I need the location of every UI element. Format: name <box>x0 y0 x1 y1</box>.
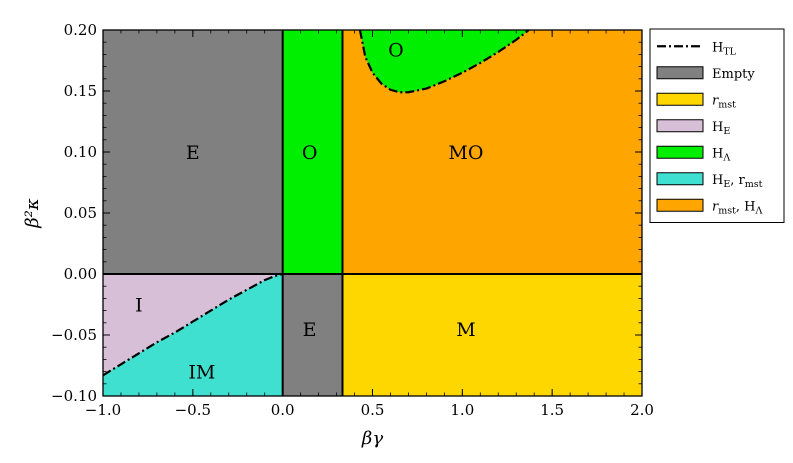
legend-swatch-r_mst_H_Lambda <box>656 198 704 212</box>
x-tick-label: 2.0 <box>630 401 654 419</box>
region-label-curve-upper: O <box>388 40 404 62</box>
y-tick-label: 0.10 <box>64 143 97 161</box>
region-empty-3 <box>282 274 343 396</box>
legend-swatch-H_E <box>656 119 704 133</box>
legend-label-H_E: HE <box>712 120 730 137</box>
region-H_Lambda-upper <box>359 30 529 93</box>
y-tick-label: 0.20 <box>64 21 97 39</box>
x-tick-label: −0.5 <box>175 401 211 419</box>
legend-label-empty: Empty <box>712 67 755 82</box>
legend-label-H_TL: HTL <box>712 40 737 57</box>
x-tick-label: 1.0 <box>450 401 474 419</box>
plot-area: E O MO E M IM I O <box>102 29 642 396</box>
axes: −1.0 −0.5 0.0 0.5 1.0 1.5 2.0 −0.10 −0.05 0.00 0.0… <box>51 21 654 419</box>
region-label-2: MO <box>448 142 483 164</box>
legend: HTL Empty rmst HE HΛ HE, rmst rmst, HΛ <box>649 28 785 223</box>
legend-swatch-H_E_r_mst <box>656 172 704 186</box>
y-tick-label: 0.15 <box>64 82 97 100</box>
region-label-3: E <box>303 319 317 341</box>
x-tick-label: 0.0 <box>271 401 295 419</box>
region-empty-0 <box>103 30 283 274</box>
legend-swatch-H_Lambda <box>656 145 704 159</box>
y-axis-label: β²κ <box>22 198 43 229</box>
region-label-5: IM <box>188 362 215 384</box>
legend-label-r_mst_H_Lambda: rmst, HΛ <box>712 199 763 216</box>
legend-label-H_E_r_mst: HE, rmst <box>712 173 763 190</box>
tl-curve-lower <box>102 272 283 377</box>
y-tick-label: −0.05 <box>51 326 97 344</box>
x-tick-label: −1.0 <box>85 401 121 419</box>
y-tick-label: 0.05 <box>64 204 97 222</box>
region-label-1: O <box>302 142 318 164</box>
x-tick-label: 1.5 <box>540 401 564 419</box>
y-tick-label: 0.00 <box>64 265 97 283</box>
legend-label-r_mst: rmst <box>712 93 736 110</box>
tl-curve-upper <box>358 29 530 94</box>
x-axis-label: βγ <box>361 428 383 449</box>
region-r_mst-4 <box>342 274 642 396</box>
legend-label-H_Lambda: HΛ <box>712 146 730 163</box>
region-label-4: M <box>456 319 475 341</box>
region-H_Lambda-1 <box>282 30 343 274</box>
region-label-curve-lower: I <box>135 295 143 317</box>
legend-swatch-empty <box>656 66 704 80</box>
legend-swatch-r_mst <box>656 92 704 106</box>
region-H_E <box>103 274 283 376</box>
x-tick-label: 0.5 <box>361 401 385 419</box>
region-label-0: E <box>186 142 200 164</box>
y-tick-label: −0.10 <box>51 387 97 405</box>
